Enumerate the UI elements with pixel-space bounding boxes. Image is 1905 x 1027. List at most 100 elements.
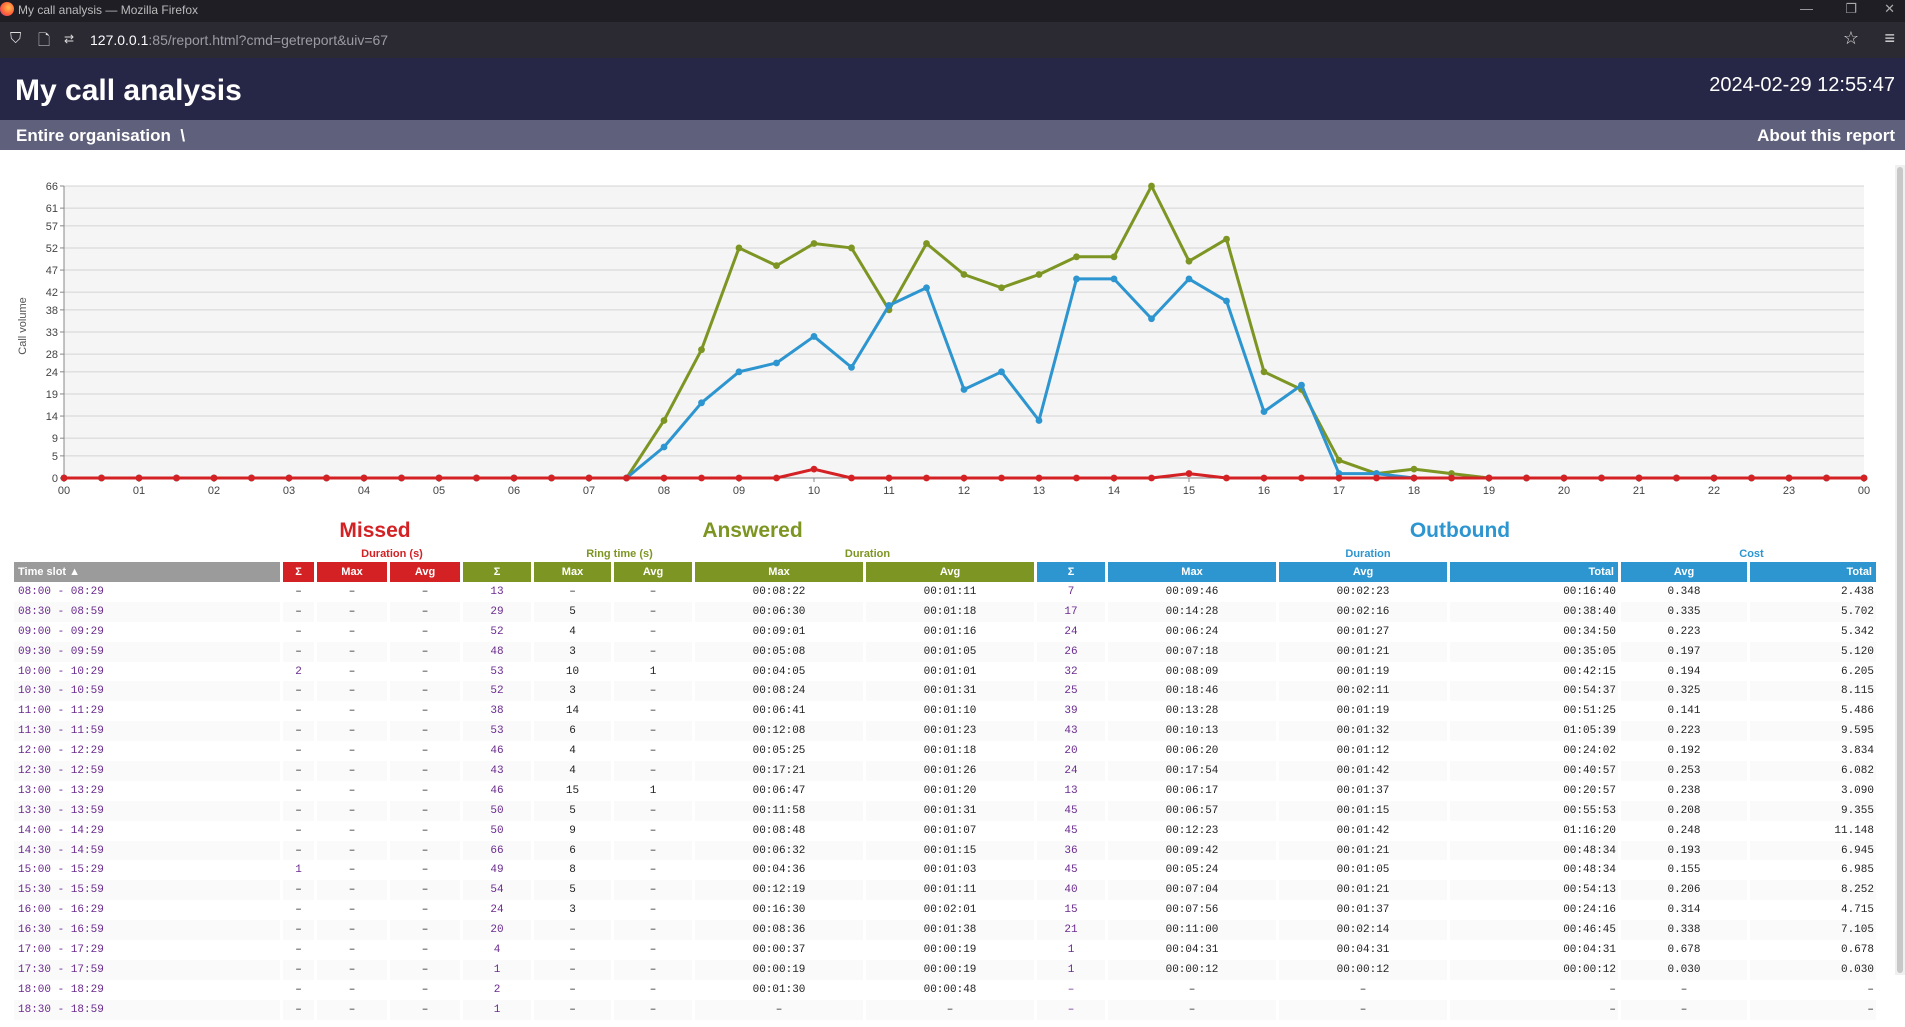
cell-time-slot[interactable]: 13:30 - 13:59: [14, 800, 280, 821]
menu-icon[interactable]: ≡: [1884, 28, 1895, 48]
cell-answered-sum[interactable]: 48: [463, 641, 531, 662]
data-point[interactable]: [998, 368, 1005, 376]
data-point[interactable]: [1598, 474, 1605, 482]
data-point[interactable]: [1335, 474, 1343, 482]
data-point[interactable]: [885, 474, 893, 482]
data-point[interactable]: [1073, 474, 1080, 482]
cell-outbound-sum[interactable]: 1: [1067, 943, 1075, 956]
cell-outbound-sum[interactable]: 39: [1064, 705, 1078, 718]
data-point[interactable]: [248, 474, 255, 482]
data-point[interactable]: [1260, 368, 1268, 376]
data-point[interactable]: [323, 474, 330, 482]
data-point[interactable]: [1185, 275, 1193, 283]
data-point[interactable]: [435, 474, 443, 482]
data-point[interactable]: [1223, 235, 1230, 243]
cell-outbound-sum[interactable]: 36: [1037, 840, 1105, 861]
data-point[interactable]: [1410, 474, 1418, 482]
data-point[interactable]: [1448, 474, 1455, 482]
cell-time-slot[interactable]: 11:00 - 11:29: [18, 705, 104, 718]
cell-outbound-sum[interactable]: 24: [1064, 625, 1078, 638]
cell-outbound-sum[interactable]: 7: [1067, 585, 1075, 598]
data-point[interactable]: [810, 333, 818, 340]
cell-outbound-sum[interactable]: 13: [1064, 784, 1078, 797]
cell-outbound-sum[interactable]: –: [1037, 999, 1105, 1020]
cell-outbound-sum[interactable]: 26: [1037, 641, 1105, 662]
close-icon[interactable]: ✕: [1884, 1, 1895, 16]
data-point[interactable]: [998, 284, 1005, 292]
cell-time-slot[interactable]: 14:30 - 14:59: [14, 840, 280, 861]
data-point[interactable]: [1485, 474, 1493, 482]
col-answered-dur-avg[interactable]: Avg: [866, 562, 1034, 582]
data-point[interactable]: [1748, 474, 1755, 482]
data-point[interactable]: [360, 474, 368, 482]
cell-answered-sum[interactable]: 20: [463, 920, 531, 941]
cell-time-slot[interactable]: 18:30 - 18:59: [14, 999, 280, 1020]
data-point[interactable]: [1073, 253, 1080, 261]
data-point[interactable]: [660, 474, 668, 482]
data-point[interactable]: [1223, 474, 1230, 482]
cell-time-slot[interactable]: 17:00 - 17:29: [18, 943, 104, 956]
data-point[interactable]: [1673, 474, 1680, 482]
cell-outbound-sum[interactable]: 21: [1037, 920, 1105, 941]
data-point[interactable]: [1373, 474, 1380, 482]
data-point[interactable]: [285, 474, 293, 482]
data-point[interactable]: [1148, 182, 1155, 190]
cell-answered-sum[interactable]: 54: [463, 880, 531, 901]
data-point[interactable]: [548, 474, 555, 482]
data-point[interactable]: [1523, 474, 1530, 482]
cell-time-slot[interactable]: 12:00 - 12:29: [18, 745, 104, 758]
data-point[interactable]: [1073, 275, 1080, 283]
data-point[interactable]: [698, 474, 705, 482]
breadcrumb-entire-organisation[interactable]: Entire organisation: [16, 126, 171, 145]
cell-answered-sum[interactable]: 4: [493, 943, 501, 956]
data-point[interactable]: [1110, 275, 1118, 283]
address-bar[interactable]: ⛉ 🗋 ⇄ 127.0.0.1:85/report.html?cmd=getre…: [0, 22, 1905, 58]
page-icon[interactable]: 🗋: [38, 32, 51, 49]
data-point[interactable]: [960, 386, 968, 393]
url-text[interactable]: 127.0.0.1:85/report.html?cmd=getreport&u…: [90, 32, 388, 48]
cell-answered-sum[interactable]: 13: [490, 585, 504, 598]
data-point[interactable]: [960, 271, 968, 278]
col-outbound-dur-avg[interactable]: Avg: [1279, 562, 1447, 582]
data-point[interactable]: [1260, 474, 1268, 482]
about-report-link[interactable]: About this report: [1757, 126, 1895, 145]
permissions-icon[interactable]: ⇄: [64, 32, 75, 46]
cell-outbound-sum[interactable]: 40: [1037, 880, 1105, 901]
data-point[interactable]: [210, 474, 218, 482]
data-point[interactable]: [585, 474, 593, 482]
col-answered-dur-max[interactable]: Max: [695, 562, 863, 582]
cell-outbound-sum[interactable]: 25: [1037, 681, 1105, 702]
data-point[interactable]: [923, 284, 930, 292]
cell-answered-sum[interactable]: 49: [490, 864, 504, 877]
cell-outbound-sum[interactable]: –: [1067, 983, 1075, 996]
cell-answered-sum[interactable]: 50: [490, 824, 504, 837]
col-outbound-sum[interactable]: Σ: [1037, 562, 1105, 582]
data-point[interactable]: [1260, 408, 1268, 416]
cell-answered-sum[interactable]: 53: [490, 665, 504, 678]
data-point[interactable]: [773, 262, 780, 270]
cell-missed-sum[interactable]: 1: [295, 864, 302, 877]
col-outbound-dur-total[interactable]: Total: [1450, 562, 1618, 582]
data-point[interactable]: [1185, 470, 1193, 477]
cell-time-slot[interactable]: 10:00 - 10:29: [18, 665, 104, 678]
cell-time-slot[interactable]: 08:30 - 08:59: [14, 601, 280, 622]
data-point[interactable]: [735, 474, 743, 482]
data-point[interactable]: [1335, 456, 1343, 464]
col-cost-avg[interactable]: Avg: [1621, 562, 1747, 582]
data-point[interactable]: [1823, 474, 1830, 482]
cell-time-slot[interactable]: 11:30 - 11:59: [14, 721, 280, 742]
data-point[interactable]: [698, 399, 705, 407]
col-time-slot[interactable]: Time slot ▲: [14, 562, 280, 582]
data-point[interactable]: [1298, 474, 1305, 482]
cell-answered-sum[interactable]: 66: [463, 840, 531, 861]
cell-time-slot[interactable]: 18:00 - 18:29: [18, 983, 104, 996]
cell-time-slot[interactable]: 15:30 - 15:59: [14, 880, 280, 901]
star-icon[interactable]: ☆: [1842, 28, 1859, 48]
cell-time-slot[interactable]: 14:00 - 14:29: [18, 824, 104, 837]
data-point[interactable]: [1185, 257, 1193, 265]
data-point[interactable]: [848, 474, 855, 482]
cell-answered-sum[interactable]: 38: [490, 705, 504, 718]
cell-time-slot[interactable]: 16:00 - 16:29: [18, 904, 104, 917]
data-point[interactable]: [98, 474, 105, 482]
data-point[interactable]: [1635, 474, 1643, 482]
